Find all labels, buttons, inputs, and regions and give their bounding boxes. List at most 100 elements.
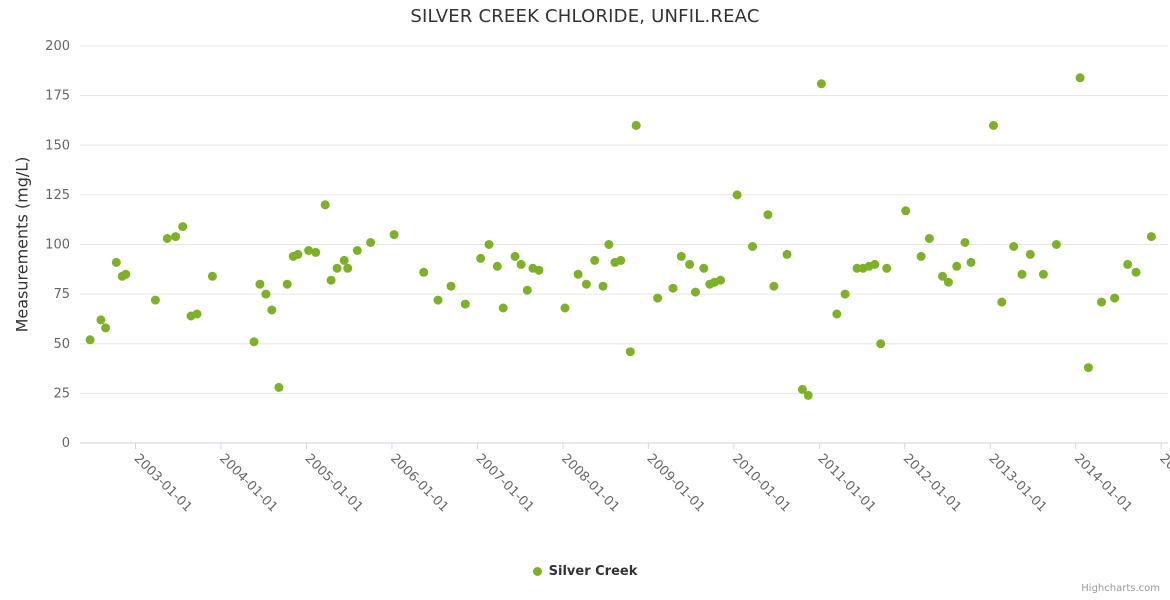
data-point[interactable] (162, 234, 172, 243)
data-point[interactable] (267, 305, 277, 315)
y-axis-tick-label: 125 (45, 188, 70, 203)
data-point[interactable] (1051, 240, 1061, 249)
data-point[interactable] (581, 279, 591, 289)
data-point[interactable] (326, 275, 336, 285)
x-axis-tick-label: 2007-01-01 (473, 451, 537, 515)
data-point[interactable] (311, 247, 321, 257)
data-point[interactable] (653, 293, 663, 303)
data-point[interactable] (85, 335, 95, 345)
data-point[interactable] (1131, 267, 1141, 277)
data-point[interactable] (433, 295, 443, 305)
highcharts-credit[interactable]: Highcharts.com (1081, 583, 1160, 594)
data-point[interactable] (332, 263, 342, 273)
data-point[interactable] (498, 303, 508, 313)
data-point[interactable] (352, 246, 362, 255)
data-point[interactable] (534, 265, 544, 275)
data-point[interactable] (255, 279, 265, 289)
data-point[interactable] (343, 263, 353, 273)
data-point[interactable] (691, 287, 700, 297)
data-point[interactable] (832, 309, 842, 319)
data-point[interactable] (293, 249, 303, 259)
data-point[interactable] (882, 263, 892, 273)
data-point[interactable] (492, 261, 502, 271)
data-point[interactable] (803, 390, 813, 400)
data-point[interactable] (560, 303, 570, 313)
data-point[interactable] (625, 347, 635, 357)
data-point[interactable] (966, 257, 976, 267)
data-point[interactable] (192, 309, 202, 319)
data-point[interactable] (1017, 269, 1027, 279)
data-point[interactable] (631, 120, 641, 130)
legend[interactable]: Silver Creek (0, 564, 1170, 579)
data-point[interactable] (1025, 249, 1035, 259)
data-point[interactable] (573, 269, 583, 279)
data-point[interactable] (598, 281, 608, 291)
y-axis-tick-label: 75 (53, 287, 70, 302)
data-point[interactable] (997, 297, 1007, 307)
data-point[interactable] (339, 255, 349, 265)
data-point[interactable] (178, 222, 188, 232)
data-point[interactable] (111, 257, 121, 267)
data-point[interactable] (816, 79, 826, 89)
data-point[interactable] (840, 289, 850, 299)
data-point[interactable] (769, 281, 779, 291)
data-point[interactable] (446, 281, 456, 291)
data-point[interactable] (797, 384, 807, 394)
data-point[interactable] (101, 323, 111, 333)
data-point[interactable] (699, 263, 709, 273)
data-point[interactable] (207, 271, 217, 281)
data-point[interactable] (1123, 259, 1133, 269)
data-point[interactable] (150, 295, 160, 305)
data-point[interactable] (876, 339, 886, 349)
data-point[interactable] (282, 279, 292, 289)
data-point[interactable] (916, 251, 926, 261)
data-point[interactable] (616, 255, 626, 265)
data-point[interactable] (748, 242, 757, 251)
data-point[interactable] (320, 200, 330, 210)
data-point[interactable] (96, 315, 106, 325)
data-point[interactable] (960, 238, 970, 247)
data-point[interactable] (1075, 73, 1085, 83)
data-point[interactable] (1097, 297, 1106, 307)
data-point[interactable] (171, 232, 181, 242)
x-axis-tick-label: 2004-01-01 (216, 451, 280, 515)
data-point[interactable] (763, 210, 773, 220)
data-point[interactable] (1083, 363, 1093, 373)
data-point[interactable] (782, 249, 792, 259)
data-point[interactable] (366, 238, 376, 247)
data-point[interactable] (484, 240, 494, 249)
y-axis-tick-label: 100 (45, 238, 70, 253)
data-point[interactable] (522, 285, 532, 295)
y-axis-tick-label: 150 (45, 138, 70, 153)
data-point[interactable] (870, 259, 880, 269)
data-point[interactable] (476, 253, 486, 263)
data-point[interactable] (1110, 293, 1120, 303)
x-axis-tick-label: 2008-01-01 (558, 451, 622, 515)
data-point[interactable] (590, 255, 600, 265)
data-point[interactable] (1146, 232, 1156, 242)
data-point[interactable] (924, 234, 934, 243)
data-point[interactable] (732, 190, 742, 200)
data-point[interactable] (261, 289, 271, 299)
data-point[interactable] (121, 269, 131, 279)
data-point[interactable] (249, 337, 259, 347)
data-point[interactable] (716, 275, 725, 285)
data-point[interactable] (938, 271, 947, 281)
data-point[interactable] (668, 283, 678, 293)
data-point[interactable] (274, 382, 284, 392)
data-point[interactable] (510, 251, 520, 261)
data-point[interactable] (419, 267, 429, 277)
data-point[interactable] (952, 261, 962, 271)
data-point[interactable] (676, 251, 686, 261)
data-point[interactable] (989, 120, 998, 130)
data-point[interactable] (460, 299, 470, 309)
data-point[interactable] (1009, 242, 1019, 251)
data-point[interactable] (943, 277, 953, 287)
data-point[interactable] (389, 230, 399, 240)
data-point[interactable] (901, 206, 911, 216)
data-point[interactable] (604, 240, 614, 249)
data-point[interactable] (516, 259, 526, 269)
data-point[interactable] (685, 259, 695, 269)
data-point[interactable] (1038, 269, 1048, 279)
